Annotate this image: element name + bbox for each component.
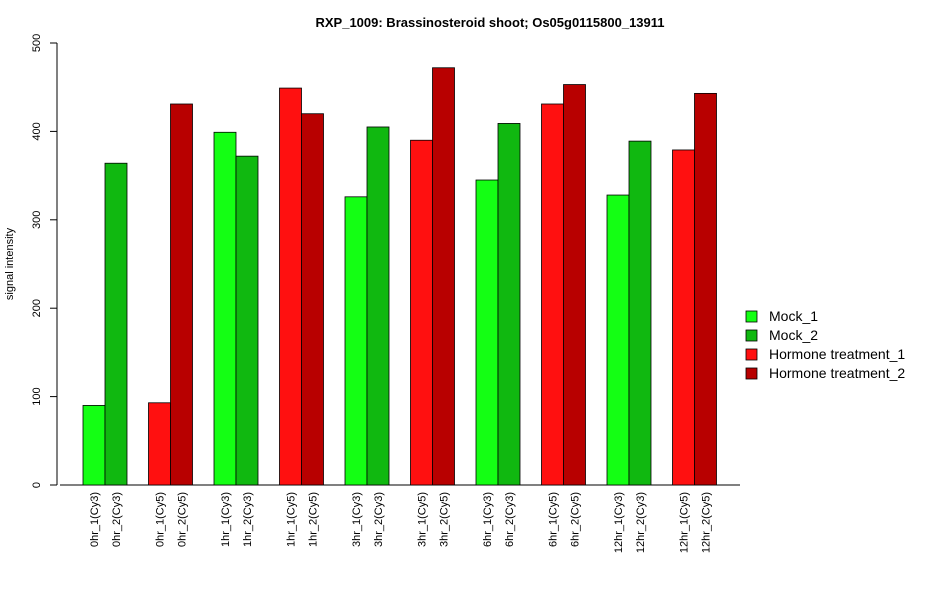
x-tick-label: 3hr_2(Cy5) <box>439 492 451 547</box>
bar <box>104 162 128 486</box>
legend-swatch <box>745 310 758 323</box>
x-tick-label: 3hr_2(Cy3) <box>373 492 385 547</box>
legend-swatch <box>745 367 758 380</box>
legend-label: Hormone treatment_1 <box>769 346 905 362</box>
y-tick-label: 200 <box>31 299 43 317</box>
x-tick-label: 6hr_1(Cy3) <box>482 492 494 547</box>
x-tick-labels: 0hr_1(Cy3) 0hr_2(Cy3) 0hr_1(Cy5) 0hr_2(Cy5)… <box>89 492 713 553</box>
x-tick-label: 0hr_1(Cy3) <box>89 492 101 547</box>
x-tick-label: 3hr_1(Cy5) <box>417 492 429 547</box>
y-tick-label: 100 <box>31 387 43 405</box>
x-tick-label: 1hr_2(Cy5) <box>308 492 320 547</box>
y-tick-label: 0 <box>31 482 43 488</box>
bar <box>497 123 521 486</box>
bar <box>410 139 433 486</box>
bar <box>672 149 695 486</box>
bar <box>475 179 499 486</box>
bar <box>694 92 717 486</box>
legend: Mock_1 Mock_2 Hormone treatment_1 Hormone t… <box>745 308 905 381</box>
bar <box>541 103 564 486</box>
bar <box>606 194 630 486</box>
bar <box>82 405 106 486</box>
y-tick-label: 300 <box>31 211 43 229</box>
x-tick-label: 1hr_1(Cy3) <box>220 492 232 547</box>
x-tick-label: 6hr_2(Cy5) <box>570 492 582 547</box>
bars-group <box>82 67 717 486</box>
bar <box>366 126 390 486</box>
bar <box>301 113 324 486</box>
x-tick-label: 1hr_1(Cy5) <box>286 492 298 547</box>
x-tick-label: 6hr_2(Cy3) <box>504 492 516 547</box>
bar <box>628 140 652 486</box>
y-tick-label: 500 <box>31 34 43 52</box>
legend-swatch <box>745 348 758 361</box>
legend-label: Mock_2 <box>769 327 818 343</box>
x-tick-label: 0hr_1(Cy5) <box>155 492 167 547</box>
x-tick-label: 0hr_2(Cy3) <box>111 492 123 547</box>
legend-label: Hormone treatment_2 <box>769 365 905 381</box>
y-tick-label: 400 <box>31 122 43 140</box>
bar <box>279 87 302 486</box>
x-tick-label: 1hr_2(Cy3) <box>242 492 254 547</box>
x-tick-label: 12hr_1(Cy5) <box>679 492 691 553</box>
legend-label: Mock_1 <box>769 308 818 324</box>
y-axis-label: signal intensity <box>4 227 16 300</box>
bar <box>213 131 237 486</box>
bar <box>563 84 586 486</box>
bar <box>170 103 193 486</box>
chart-title: RXP_1009: Brassinosteroid shoot; Os05g01… <box>315 15 664 30</box>
x-tick-label: 12hr_2(Cy5) <box>701 492 713 553</box>
x-tick-label: 6hr_1(Cy5) <box>548 492 560 547</box>
x-tick-label: 0hr_2(Cy5) <box>177 492 189 547</box>
legend-swatch <box>745 329 758 342</box>
x-tick-label: 12hr_1(Cy3) <box>613 492 625 553</box>
bar <box>148 402 171 486</box>
x-tick-label: 12hr_2(Cy3) <box>635 492 647 553</box>
bar <box>344 196 368 486</box>
bar <box>235 155 259 486</box>
x-tick-label: 3hr_1(Cy3) <box>351 492 363 547</box>
bar <box>432 67 455 486</box>
